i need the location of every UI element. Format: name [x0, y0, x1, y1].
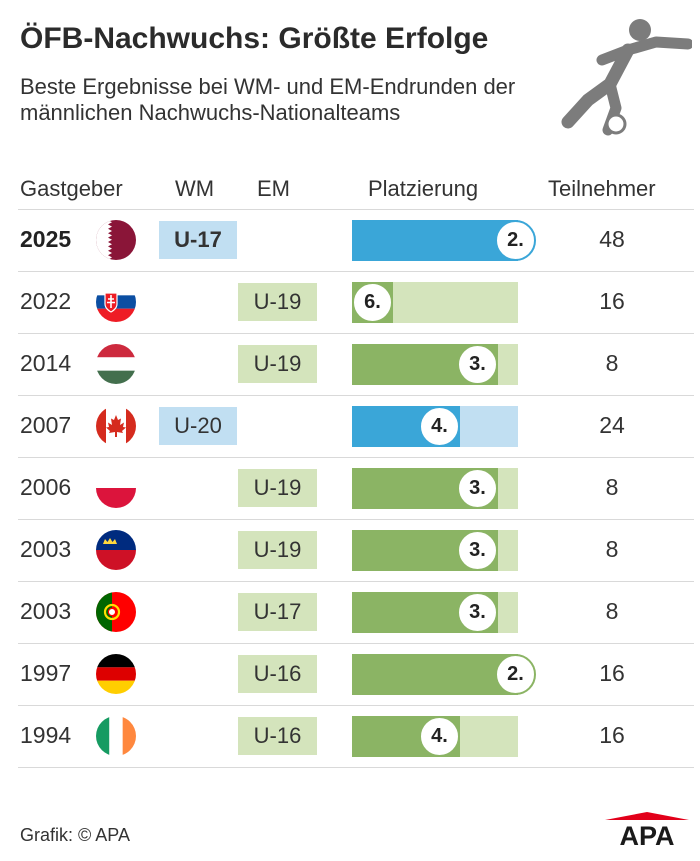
credit-text: Grafik: © APA: [20, 825, 130, 845]
placement-label: 3.: [457, 530, 498, 571]
placement-label: 4.: [419, 716, 460, 757]
em-team-label: U-17: [238, 593, 317, 631]
placement-label: 2.: [495, 654, 536, 695]
placement-bar: [352, 220, 518, 261]
table-row: 2006 U-19 3. 8: [18, 457, 694, 519]
placement-track: 4.: [352, 716, 518, 757]
placement-label: 6.: [352, 282, 393, 323]
row-divider: [18, 767, 694, 768]
table-row: 2003 U-17 3. 8: [18, 581, 694, 643]
row-divider: [18, 519, 694, 520]
row-divider: [18, 271, 694, 272]
year-label: 2007: [20, 412, 72, 438]
header-host: Gastgeber: [20, 176, 123, 201]
row-divider: [18, 209, 694, 210]
participants-label: 16: [599, 288, 625, 314]
header-wm: WM: [175, 176, 215, 201]
placement-label: 2.: [495, 220, 536, 261]
placement-label: 3.: [457, 344, 498, 385]
germany-flag: [96, 654, 136, 694]
row-divider: [18, 333, 694, 334]
poland-flag: [96, 468, 136, 508]
table-row: 2003 U-19 3. 8: [18, 519, 694, 581]
placement-track: 6.: [352, 282, 518, 323]
qatar-flag: [96, 220, 136, 260]
participants-label: 8: [605, 536, 619, 562]
placement-label: 4.: [419, 406, 460, 447]
year-label: 2006: [20, 474, 72, 500]
placement-track: 3.: [352, 344, 518, 385]
table-row: 1994 U-16 4. 16: [18, 705, 694, 767]
row-divider: [18, 581, 694, 582]
portugal-flag: [96, 592, 136, 632]
year-label: 1997: [20, 660, 72, 686]
table-row: 2022 U-19 6. 16: [18, 271, 694, 333]
em-team-label: U-16: [238, 655, 317, 693]
year-label: 2014: [20, 350, 72, 376]
wm-team-label: U-20: [159, 407, 237, 445]
em-team-label: U-19: [238, 283, 317, 321]
wm-team-label: U-17: [159, 221, 237, 259]
hungary-flag: [96, 344, 136, 384]
placement-bar: [352, 654, 518, 695]
row-divider: [18, 643, 694, 644]
placement-label: 3.: [457, 592, 498, 633]
table-row: 1997 U-16 2. 16: [18, 643, 694, 705]
participants-label: 24: [599, 412, 625, 438]
placement-track: 2.: [352, 220, 536, 261]
page-title: ÖFB-Nachwuchs: Größte Erfolge: [20, 22, 489, 55]
placement-label: 3.: [457, 468, 498, 509]
year-label: 2025: [20, 226, 72, 252]
year-label: 1994: [20, 722, 72, 748]
participants-label: 16: [599, 660, 625, 686]
placement-track: 4.: [352, 406, 518, 447]
header-participants: Teilnehmer: [548, 176, 656, 201]
em-team-label: U-19: [238, 531, 317, 569]
table-row: 2014 U-19 3. 8: [18, 333, 694, 395]
row-divider: [18, 705, 694, 706]
participants-label: 16: [599, 722, 625, 748]
header-em: EM: [257, 176, 290, 201]
table-row: 2007 U-20 4. 24: [18, 395, 694, 457]
placement-track: 3.: [352, 592, 518, 633]
em-team-label: U-19: [238, 469, 317, 507]
participants-label: 8: [605, 350, 619, 376]
football-player-icon: [561, 19, 692, 136]
header-placement: Platzierung: [368, 176, 479, 201]
participants-label: 48: [599, 226, 625, 252]
placement-track: 2.: [352, 654, 536, 695]
apa-logo-text: APA: [619, 821, 674, 848]
apa-logo: APA: [605, 812, 689, 848]
year-label: 2003: [20, 598, 72, 624]
ireland-flag: [96, 716, 136, 756]
participants-label: 8: [605, 474, 619, 500]
row-divider: [18, 395, 694, 396]
row-divider: [18, 457, 694, 458]
em-team-label: U-16: [238, 717, 317, 755]
participants-label: 8: [605, 598, 619, 624]
em-team-label: U-19: [238, 345, 317, 383]
liechtenstein-flag: [96, 530, 136, 570]
slovakia-flag: [96, 282, 136, 322]
table-row: 2025 U-17 2. 48: [18, 209, 694, 271]
year-label: 2003: [20, 536, 72, 562]
page-subtitle: Beste Ergebnisse bei WM- und EM-Endrunde…: [20, 74, 516, 125]
placement-track: 3.: [352, 530, 518, 571]
placement-track: 3.: [352, 468, 518, 509]
year-label: 2022: [20, 288, 72, 314]
canada-flag: [96, 406, 136, 446]
